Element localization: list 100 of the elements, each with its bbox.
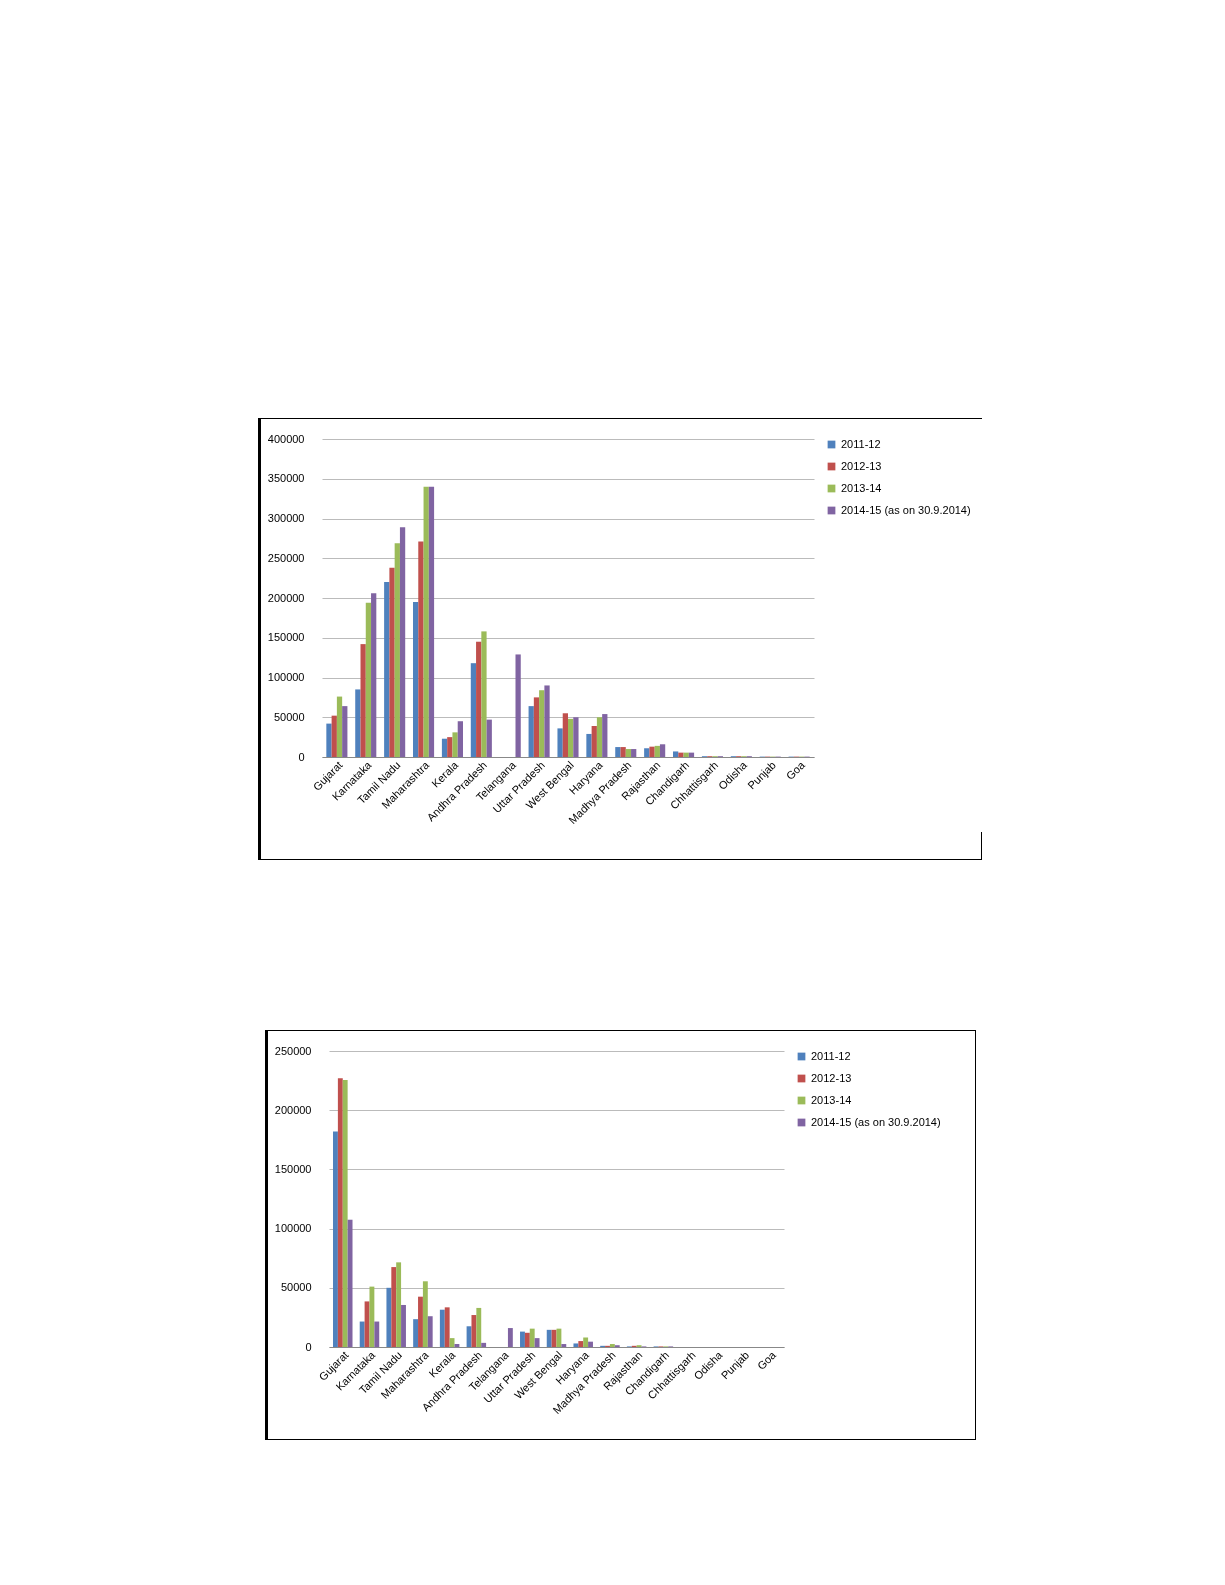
bar	[369, 1286, 375, 1347]
bar	[528, 706, 534, 757]
bar	[389, 567, 395, 757]
bar	[470, 663, 477, 757]
bar	[561, 1344, 567, 1347]
bar	[654, 745, 660, 757]
y-tick-label: 0	[298, 750, 305, 763]
x-tick-label: Goa	[754, 1348, 779, 1372]
bar	[355, 689, 361, 757]
legend-label: 2011-12	[811, 1049, 851, 1062]
y-tick-label: 50000	[273, 710, 305, 723]
y-tick-label: 0	[305, 1340, 312, 1353]
bar	[394, 543, 400, 757]
bar	[551, 1329, 557, 1347]
bar	[399, 527, 406, 757]
bar	[583, 1337, 589, 1347]
bar	[428, 486, 435, 757]
legend-label: 2013-14	[811, 1093, 852, 1106]
bar	[342, 706, 348, 757]
y-tick-label: 400000	[267, 432, 305, 445]
bar	[529, 1328, 535, 1347]
bar	[481, 1342, 487, 1347]
bar	[578, 1341, 584, 1347]
bar	[534, 1338, 540, 1347]
bar	[573, 1343, 579, 1347]
bar	[586, 733, 592, 757]
bar	[374, 1321, 380, 1347]
bar	[659, 744, 666, 757]
legend-label: 2012-13	[841, 459, 882, 472]
bar	[533, 697, 540, 757]
bar	[649, 746, 655, 757]
bar	[476, 1307, 482, 1347]
bar	[449, 1338, 455, 1347]
bar	[401, 1304, 406, 1347]
bar	[673, 751, 679, 757]
y-tick-label: 200000	[267, 591, 305, 604]
bar	[452, 732, 458, 757]
bar	[444, 1307, 450, 1347]
bar	[588, 1341, 593, 1347]
bar	[359, 1321, 365, 1347]
bar	[573, 717, 579, 757]
legend-label: 2014-15 (as on 30.9.2014)	[811, 1115, 941, 1128]
y-tick-label: 100000	[267, 671, 305, 683]
legend-label: 2012-13	[811, 1071, 852, 1084]
bar	[413, 601, 419, 757]
bar	[544, 685, 550, 757]
bar	[423, 486, 429, 757]
bar	[360, 644, 366, 757]
bar	[515, 654, 521, 757]
x-tick-label: Goa	[783, 758, 808, 782]
bar	[539, 690, 545, 757]
bar	[520, 1331, 525, 1347]
bar	[391, 1267, 397, 1347]
bar	[615, 747, 621, 757]
bar	[644, 748, 650, 757]
legend-label: 2013-14	[841, 481, 882, 494]
y-tick-label: 200000	[274, 1103, 312, 1116]
bar	[524, 1332, 530, 1347]
bar	[326, 723, 332, 757]
bar	[678, 752, 684, 757]
legend-label: 2011-12	[841, 437, 881, 450]
bar	[337, 1078, 343, 1347]
bar	[413, 1319, 419, 1347]
bar	[418, 541, 424, 757]
y-tick-label: 100000	[274, 1222, 312, 1235]
bar	[486, 719, 492, 757]
bar	[625, 749, 632, 757]
bar	[631, 749, 637, 757]
bar	[365, 602, 372, 757]
y-tick-label: 300000	[267, 512, 305, 524]
bar	[557, 728, 563, 757]
bar	[471, 1315, 477, 1347]
bar	[568, 718, 574, 757]
bar	[457, 721, 463, 757]
bar	[396, 1262, 402, 1347]
bar	[427, 1316, 433, 1347]
bar	[481, 631, 487, 757]
bar	[591, 726, 597, 757]
y-tick-label: 250000	[274, 1044, 312, 1057]
bar	[331, 715, 337, 757]
bar	[602, 714, 608, 757]
bar	[546, 1329, 552, 1347]
y-tick-label: 250000	[267, 551, 305, 564]
bar	[371, 593, 377, 757]
bar	[342, 1080, 348, 1347]
bar	[507, 1328, 513, 1347]
bar	[476, 641, 482, 757]
bar	[447, 737, 453, 757]
bar	[333, 1131, 338, 1347]
bar	[441, 738, 448, 757]
bar	[620, 747, 626, 757]
bar	[336, 696, 343, 757]
legend-label: 2014-15 (as on 30.9.2014)	[841, 503, 971, 516]
y-tick-label: 150000	[267, 631, 305, 644]
y-tick-label: 350000	[267, 472, 305, 485]
bar	[609, 1344, 615, 1347]
bar	[386, 1287, 392, 1347]
y-tick-label: 150000	[274, 1162, 312, 1175]
bar	[418, 1296, 423, 1347]
bar	[384, 582, 390, 757]
